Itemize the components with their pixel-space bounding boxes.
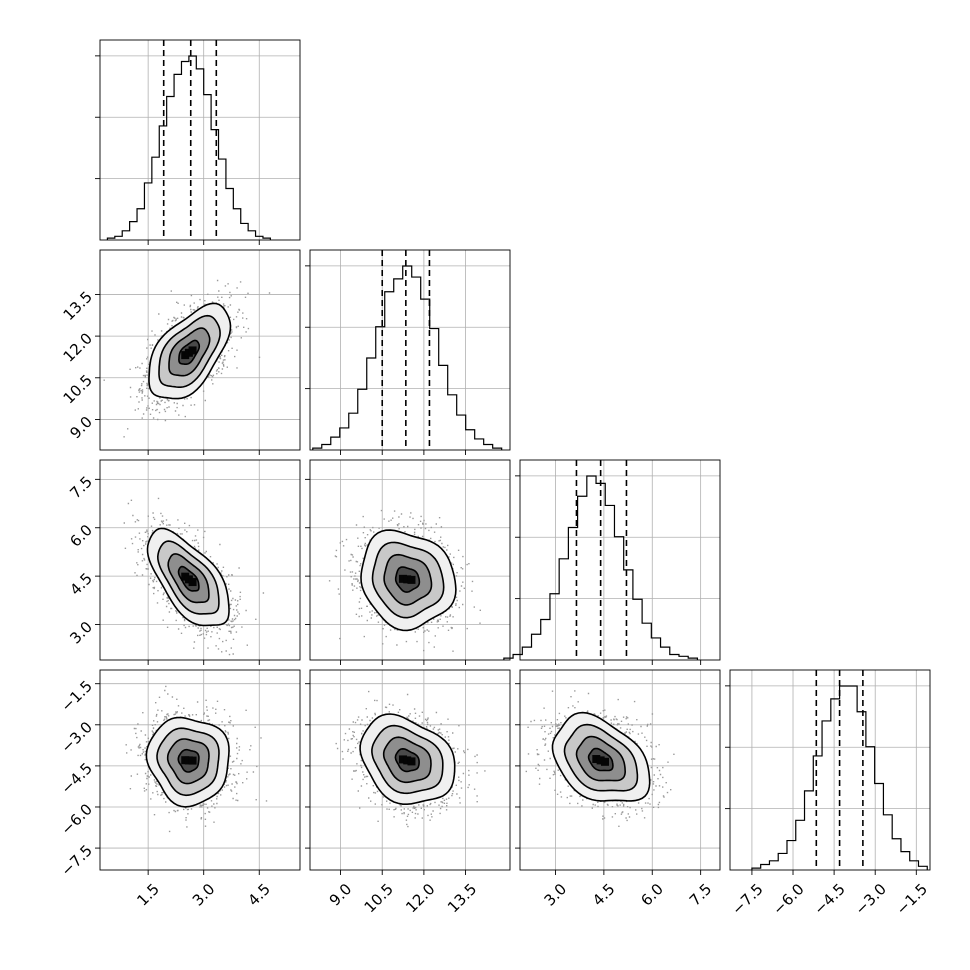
density-peak <box>188 578 197 587</box>
scatter-panel-1-3 <box>305 669 511 875</box>
density-peak <box>403 756 412 765</box>
panel-frame <box>99 39 301 241</box>
contour-line <box>551 711 651 802</box>
x-tick-label: 3.0 <box>189 880 219 910</box>
x-tick-label: −6.0 <box>769 880 807 918</box>
panel-frame <box>99 249 301 451</box>
scatter-panel-0-1 <box>95 249 301 455</box>
density-peak <box>398 755 407 764</box>
x-tick-label: 1.5 <box>133 880 163 910</box>
x-tick-label: 9.0 <box>326 880 356 910</box>
contour-line <box>587 747 614 772</box>
y-tick-label: 13.5 <box>60 288 96 324</box>
hist-panel-2 <box>503 459 721 661</box>
panel-frame <box>99 669 301 871</box>
sample-points <box>328 509 481 652</box>
x-tick-label: −1.5 <box>893 880 931 918</box>
contour-line <box>166 738 210 785</box>
contour-line <box>563 723 639 792</box>
contour-line <box>146 527 230 627</box>
contour-line <box>145 716 230 808</box>
y-tick-label: −3.0 <box>58 718 96 756</box>
panel-frame <box>309 459 511 661</box>
x-tick-label: 6.0 <box>637 880 667 910</box>
hist-panel-0 <box>95 39 301 241</box>
y-tick-label: 6.0 <box>66 521 96 551</box>
contour-line <box>158 314 221 388</box>
contour-line <box>371 541 445 619</box>
contour-line <box>382 736 432 784</box>
contour-line <box>156 727 220 797</box>
panel-frame <box>519 669 721 871</box>
contour-line <box>167 553 210 604</box>
y-tick-label: −7.5 <box>58 841 96 879</box>
x-tick-label: 3.0 <box>541 880 571 910</box>
x-tick-label: 4.5 <box>589 880 619 910</box>
contour-line <box>148 302 232 400</box>
density-peak <box>592 755 601 764</box>
contour-line <box>178 339 201 365</box>
contour-line <box>371 724 444 795</box>
scatter-panel-0-2 <box>95 459 301 665</box>
density-peak <box>407 757 416 766</box>
contour-line <box>394 747 420 773</box>
contour-line <box>177 565 200 592</box>
x-tick-label: −4.5 <box>810 880 848 918</box>
x-tick-label: 7.5 <box>686 880 716 910</box>
density-peak <box>188 346 197 355</box>
y-tick-label: 3.0 <box>66 618 96 648</box>
x-tick-label: 4.5 <box>244 880 274 910</box>
density-peak <box>188 756 197 765</box>
contour-line <box>575 735 627 782</box>
panel-frame <box>519 459 721 661</box>
x-tick-label: 13.5 <box>444 880 480 916</box>
density-peak <box>407 575 416 584</box>
scatter-panel-0-3 <box>95 669 301 875</box>
panel-frame <box>309 669 511 871</box>
contour-line <box>168 327 211 377</box>
y-tick-label: 10.5 <box>60 371 96 407</box>
density-peak <box>596 756 605 765</box>
panel-frame <box>99 459 301 661</box>
x-tick-label: 12.0 <box>402 880 438 916</box>
density-peak <box>403 575 412 584</box>
y-tick-label: −6.0 <box>58 800 96 838</box>
contour-line <box>394 566 421 593</box>
contour-line <box>177 748 200 773</box>
scatter-panel-1-2 <box>305 459 511 665</box>
histogram-series-3 <box>751 685 928 870</box>
panel-frame <box>309 249 511 451</box>
y-tick-label: 4.5 <box>66 569 96 599</box>
y-tick-label: 9.0 <box>66 413 96 443</box>
sample-points <box>125 685 268 833</box>
contour-line <box>383 553 433 606</box>
contour-line <box>359 713 456 805</box>
contour-line <box>156 540 220 615</box>
x-tick-label: 10.5 <box>361 880 397 916</box>
density-peak <box>398 574 407 583</box>
histogram-series-0 <box>106 55 271 240</box>
hist-panel-3 <box>725 669 931 871</box>
y-tick-label: −4.5 <box>58 759 96 797</box>
x-tick-label: −7.5 <box>728 880 766 918</box>
scatter-panel-2-3 <box>515 669 721 875</box>
y-tick-label: 12.0 <box>60 329 96 365</box>
hist-panel-1 <box>305 249 511 451</box>
y-tick-label: 7.5 <box>66 473 96 503</box>
histogram-series-1 <box>312 265 503 450</box>
x-tick-label: −3.0 <box>851 880 889 918</box>
panel-frame <box>729 669 931 871</box>
density-peak <box>601 757 609 766</box>
contour-line <box>360 529 457 632</box>
y-tick-label: −1.5 <box>58 677 96 715</box>
